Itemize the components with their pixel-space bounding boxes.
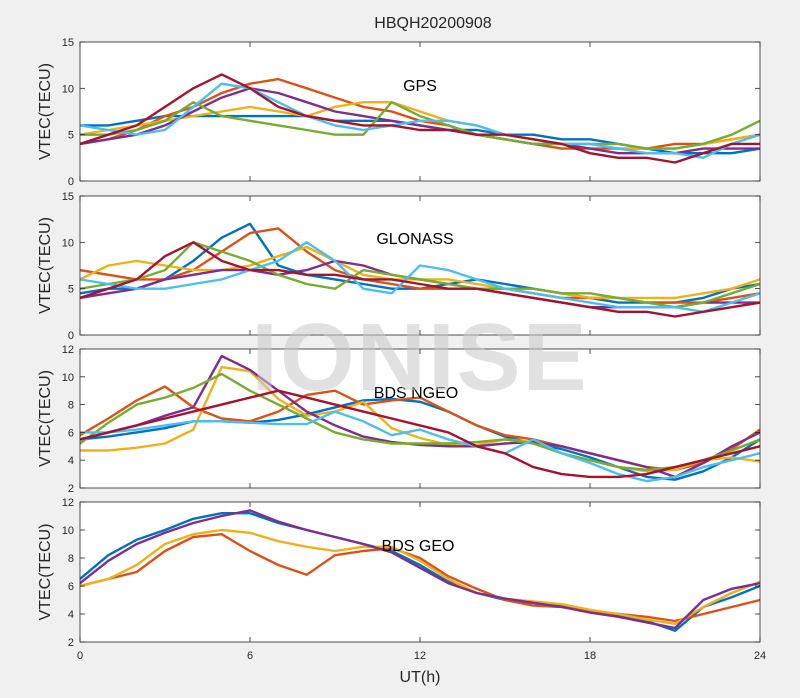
x-tick-label: 18 [584, 650, 596, 662]
y-tick-label: 10 [62, 237, 74, 249]
series-line-1 [80, 512, 760, 632]
series-group [80, 509, 760, 632]
y-tick-label: 8 [68, 400, 74, 412]
series-line-5 [80, 372, 760, 472]
y-tick-label: 6 [68, 581, 74, 593]
panel-label: BDS NGEO [374, 385, 458, 402]
y-tick-label: 12 [62, 497, 74, 509]
series-line-6 [80, 410, 760, 483]
y-axis-label: VTEC(TECU) [37, 524, 54, 621]
y-tick-label: 10 [62, 525, 74, 537]
series-line-4 [80, 354, 760, 479]
y-tick-label: 15 [62, 191, 74, 203]
panel-label: BDS GEO [382, 538, 455, 555]
y-tick-label: 8 [68, 553, 74, 565]
series-line-5 [80, 101, 760, 150]
series-line-6 [80, 241, 760, 313]
series-line-7 [80, 389, 760, 479]
series-line-4 [80, 509, 760, 630]
y-tick-label: 10 [62, 372, 74, 384]
y-tick-label: 0 [68, 176, 74, 188]
y-tick-label: 5 [68, 284, 74, 296]
series-line-2 [80, 533, 760, 623]
y-tick-label: 6 [68, 427, 74, 439]
y-tick-label: 2 [68, 637, 74, 649]
x-tick-label: 6 [247, 650, 253, 662]
x-tick-label: 24 [754, 650, 766, 662]
panel-bds-ngeo: 2 4 6 8 10 12 VTEC(TECU) BDS NGEO [37, 344, 761, 495]
series-line-3 [80, 365, 760, 473]
y-axis-label: VTEC(TECU) [37, 63, 54, 160]
series-line-7 [80, 241, 760, 318]
watermark-text: IONISE [251, 304, 588, 411]
y-tick-label: 4 [68, 609, 74, 621]
y-axis-label: VTEC(TECU) [37, 217, 54, 314]
plot-area [80, 349, 760, 488]
series-group [80, 73, 760, 164]
figure-title: HBQH20200908 [374, 15, 492, 32]
x-axis-label: UT(h) [400, 669, 441, 686]
panel-label: GLONASS [376, 231, 453, 248]
series-line-7 [80, 73, 760, 164]
panel-gps: 0 5 10 15 VTEC(TECU) GPS [37, 37, 761, 188]
y-tick-label: 5 [68, 130, 74, 142]
y-tick-label: 10 [62, 83, 74, 95]
y-tick-label: 15 [62, 37, 74, 49]
y-tick-label: 0 [68, 330, 74, 342]
y-tick-label: 12 [62, 344, 74, 356]
panel-glonass: 0 5 10 15 VTEC(TECU) GLONASS [37, 191, 761, 342]
series-group [80, 222, 760, 318]
y-tick-label: 4 [68, 455, 74, 467]
y-axis-label: VTEC(TECU) [37, 370, 54, 467]
panel-label: GPS [403, 78, 437, 95]
x-tick-label: 0 [77, 650, 83, 662]
series-line-3 [80, 528, 760, 625]
series-line-6 [80, 82, 760, 159]
series-group [80, 354, 760, 483]
y-tick-label: 2 [68, 483, 74, 495]
x-tick-label: 12 [414, 650, 426, 662]
